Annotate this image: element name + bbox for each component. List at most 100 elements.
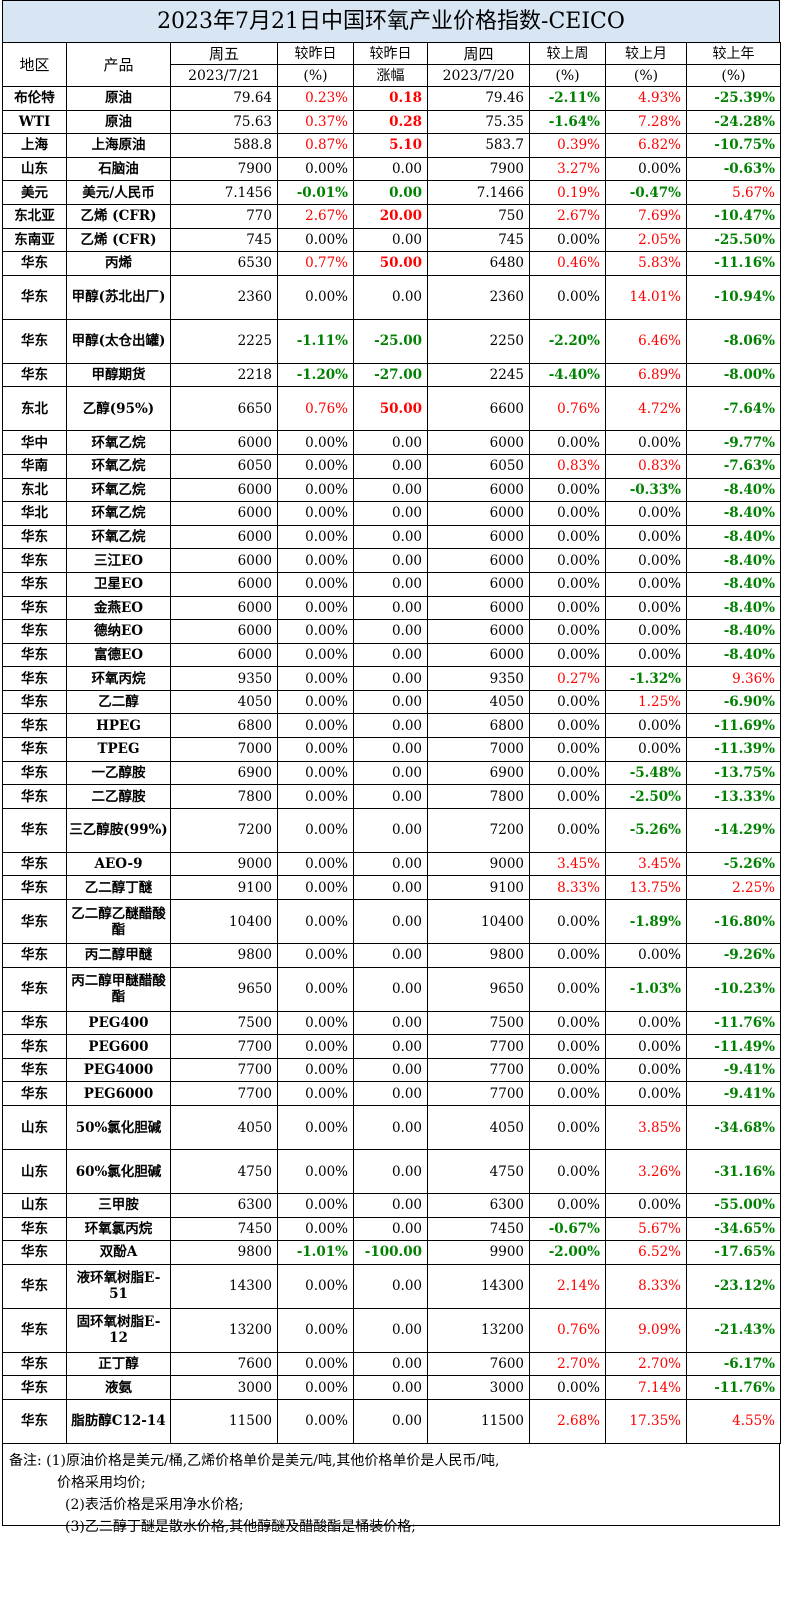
region-cell: 华东 (2, 943, 67, 968)
fri-price-cell: 7000 (170, 737, 278, 762)
chg-abs-cell: 0.00 (353, 1010, 428, 1036)
chg-abs-cell: 0.00 (353, 501, 428, 526)
product-cell: 液环氧树脂E-51 (66, 1263, 171, 1309)
year-chg-cell: -31.16% (686, 1149, 781, 1194)
fri-price-cell: 6530 (170, 251, 278, 276)
product-cell: 环氧乙烷 (66, 453, 171, 479)
table-row: 华北 环氧乙烷 6000 0.00% 0.00 6000 0.00% 0.00% -8.40% (2, 501, 781, 526)
week-chg-cell: -4.40% (529, 362, 606, 388)
thu-price-cell: 6900 (427, 760, 530, 786)
product-cell: 富德EO (66, 642, 171, 668)
month-chg-cell: 7.69% (605, 203, 687, 229)
week-chg-cell: 0.00% (529, 807, 606, 853)
year-chg-cell: -9.77% (686, 430, 781, 455)
region-cell: 华东 (2, 1057, 67, 1083)
chg-pct-cell: 0.00% (277, 851, 354, 877)
chg-pct-cell: 0.00% (277, 1193, 354, 1218)
year-chg-cell: -6.17% (686, 1351, 781, 1377)
region-cell: 华东 (2, 807, 67, 853)
product-cell: 甲醇期货 (66, 362, 171, 388)
month-chg-cell: 3.45% (605, 851, 687, 877)
week-chg-cell: 0.00% (529, 1149, 606, 1194)
note-line-1: 备注: (1)原油价格是美元/桶,乙烯价格单价是美元/吨,其他价格单价是人民币/… (9, 1452, 500, 1469)
table-row: 华东 PEG400 7500 0.00% 0.00 7500 0.00% 0.00% -11.7… (2, 1010, 781, 1036)
year-chg-cell: 2.25% (686, 875, 781, 901)
fri-price-cell: 6900 (170, 760, 278, 786)
region-cell: 华东 (2, 524, 67, 550)
chg-abs-cell: 0.00 (353, 453, 428, 479)
year-chg-cell: -11.16% (686, 251, 781, 276)
region-cell: 布伦特 (2, 86, 67, 111)
fri-price-cell: 3000 (170, 1375, 278, 1400)
month-chg-cell: -0.33% (605, 477, 687, 503)
week-chg-cell: 2.14% (529, 1263, 606, 1309)
month-chg-cell: 0.00% (605, 1034, 687, 1059)
table-row: 东北 乙醇(95%) 6650 0.76% 50.00 6600 0.76% 4.72% -7.… (2, 386, 781, 432)
region-cell: 华东 (2, 1307, 67, 1353)
region-cell: 华东 (2, 1216, 67, 1242)
chg-pct-cell: 0.00% (277, 548, 354, 573)
chg-abs-cell: 0.00 (353, 851, 428, 877)
table-row: 华东 乙二醇乙醚醋酸酯 10400 0.00% 0.00 10400 0.00% -1.89%… (2, 899, 781, 945)
fri-price-cell: 6000 (170, 595, 278, 621)
chg-pct-cell: 0.00% (277, 453, 354, 479)
table-row: 华东 脂肪醇C12-14 11500 0.00% 0.00 11500 2.68% 17.35… (2, 1398, 781, 1444)
thu-price-cell: 6000 (427, 642, 530, 668)
month-chg-cell: 8.33% (605, 1263, 687, 1309)
year-chg-cell: -34.65% (686, 1216, 781, 1242)
chg-pct-cell: 0.76% (277, 386, 354, 432)
chg-abs-cell: 0.00 (353, 784, 428, 809)
week-chg-cell: 0.76% (529, 386, 606, 432)
chg-abs-cell: 0.00 (353, 642, 428, 668)
month-chg-cell: 13.75% (605, 875, 687, 901)
chg-abs-cell: 0.00 (353, 1105, 428, 1150)
product-cell: 乙烯 (CFR) (66, 203, 171, 229)
chg-abs-cell: 0.00 (353, 1149, 428, 1194)
year-chg-cell: -8.00% (686, 362, 781, 388)
fri-price-cell: 7900 (170, 156, 278, 182)
week-chg-cell: -2.20% (529, 318, 606, 364)
month-chg-cell: 6.52% (605, 1240, 687, 1265)
header-fri-date: 2023/7/21 (170, 64, 278, 87)
table-row: 山东 50%氯化胆碱 4050 0.00% 0.00 4050 0.00% 3.85% -34.… (2, 1105, 781, 1150)
week-chg-cell: 0.00% (529, 943, 606, 968)
week-chg-cell: 0.00% (529, 713, 606, 739)
chg-abs-cell: 0.00 (353, 1216, 428, 1242)
table-row: 华东 二乙醇胺 7800 0.00% 0.00 7800 0.00% -2.50% -13.33… (2, 784, 781, 809)
table-row: 华南 环氧乙烷 6050 0.00% 0.00 6050 0.83% 0.83% -7.63% (2, 453, 781, 479)
fri-price-cell: 588.8 (170, 133, 278, 158)
year-chg-cell: -55.00% (686, 1193, 781, 1218)
month-chg-cell: 0.00% (605, 737, 687, 762)
chg-pct-cell: 0.00% (277, 666, 354, 691)
fri-price-cell: 9650 (170, 966, 278, 1012)
chg-abs-cell: 0.00 (353, 571, 428, 597)
month-chg-cell: 0.00% (605, 1057, 687, 1083)
chg-pct-cell: 0.00% (277, 642, 354, 668)
chg-abs-cell: 0.00 (353, 595, 428, 621)
page-title: 2023年7月21日中国环氧产业价格指数-CEICO (2, 0, 780, 42)
month-chg-cell: 3.85% (605, 1105, 687, 1150)
product-cell: 60%氯化胆碱 (66, 1149, 171, 1194)
fri-price-cell: 7500 (170, 1010, 278, 1036)
chg-abs-cell: 0.00 (353, 737, 428, 762)
header-chg-yday-pct-unit: (%) (277, 64, 354, 87)
fri-price-cell: 4050 (170, 1105, 278, 1150)
week-chg-cell: 0.00% (529, 501, 606, 526)
chg-abs-cell: 0.00 (353, 1034, 428, 1059)
week-chg-cell: 0.00% (529, 1081, 606, 1106)
year-chg-cell: -14.29% (686, 807, 781, 853)
chg-pct-cell: 0.00% (277, 477, 354, 503)
price-table: 地区 产品 周五 较昨日 较昨日 周四 较上周 较上月 较上年 2023/7/2… (2, 42, 781, 1444)
chg-pct-cell: 0.00% (277, 1057, 354, 1083)
fri-price-cell: 2225 (170, 318, 278, 364)
thu-price-cell: 75.35 (427, 109, 530, 135)
fri-price-cell: 14300 (170, 1263, 278, 1309)
thu-price-cell: 14300 (427, 1263, 530, 1309)
month-chg-cell: 0.00% (605, 1010, 687, 1036)
fri-price-cell: 9800 (170, 1240, 278, 1265)
table-row: 华东 双酚A 9800 -1.01% -100.00 9900 -2.00% 6.52% -17… (2, 1240, 781, 1265)
week-chg-cell: 0.00% (529, 1105, 606, 1150)
region-cell: 华东 (2, 851, 67, 877)
table-row: 华东 乙二醇丁醚 9100 0.00% 0.00 9100 8.33% 13.75% 2.25% (2, 875, 781, 901)
thu-price-cell: 750 (427, 203, 530, 229)
